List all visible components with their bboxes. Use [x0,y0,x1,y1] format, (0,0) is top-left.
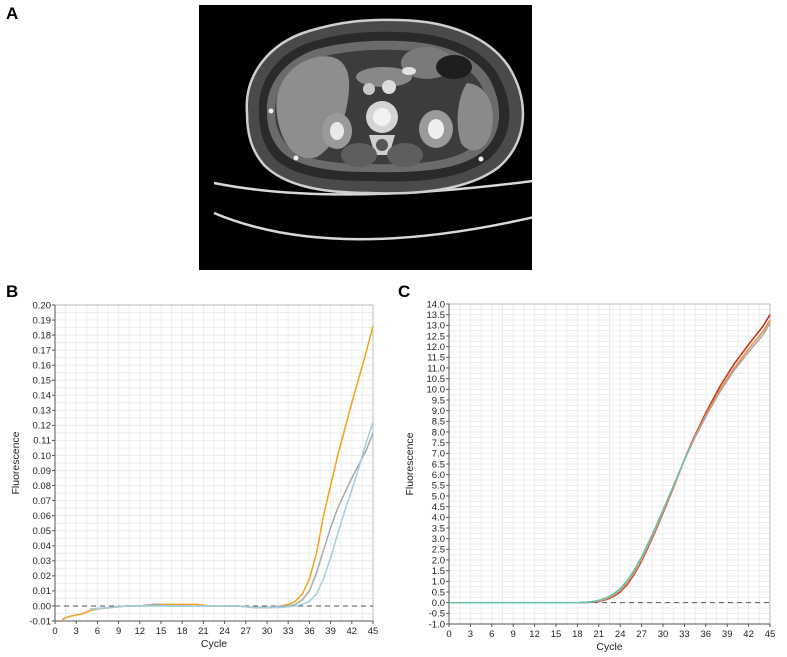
chart-c-y-tick-label: 6.0 [432,470,445,481]
panel-a-label: A [6,4,19,23]
chart-b-x-tick-label: 0 [52,626,57,637]
chart-b-x-tick-label: 36 [304,626,315,637]
chart-c-y-tick-label: 13.5 [427,310,446,321]
chart-c-y-tick-label: 8.0 [432,427,445,438]
chart-c-y-tick-label: 14.0 [427,299,446,310]
chart-b-y-tick-label: 0.02 [33,571,52,582]
chart-c-y-tick-label: 5.5 [432,481,445,492]
chart-c-x-tick-label: 0 [446,629,451,640]
chart-b-x-tick-label: 18 [177,626,188,637]
chart-b-y-tick-label: 0.10 [33,451,52,462]
chart-b-y-tick-label: 0.07 [33,496,52,507]
chart-b-x-tick-label: 24 [219,626,230,637]
chart-c-y-tick-label: 12.5 [427,331,446,342]
chart-c-y-tick-label: 1.0 [432,577,445,588]
chart-c-y-tick-label: 10.5 [427,374,446,385]
chart-c-y-tick-label: 13.0 [427,321,446,332]
chart-b-y-tick-label: 0.20 [33,300,52,311]
panel-c-label: C [398,282,411,301]
chart-c-x-tick-label: 3 [468,629,473,640]
chart-b-x-axis-label: Cycle [201,638,227,650]
chart-b-y-tick-label: 0.13 [33,406,52,417]
chart-b-x-tick-label: 42 [347,626,358,637]
chart-c-x-tick-label: 30 [658,629,669,640]
chart-b-x-tick-label: 12 [135,626,146,637]
chart-c-x-tick-label: 24 [615,629,626,640]
chart-c-y-tick-label: -1.0 [429,619,445,630]
chart-c-y-tick-label: 10.0 [427,385,446,396]
chart-b-x-tick-label: 27 [241,626,252,637]
chart-b-y-tick-label: 0.17 [33,345,52,356]
chart-b-x-tick-label: 30 [262,626,273,637]
chart-c-x-tick-label: 12 [529,629,540,640]
chart-c-y-tick-label: 9.0 [432,406,445,417]
chart-b-y-tick-label: 0.06 [33,511,52,522]
chart-c-y-axis-label: Fluorescence [404,432,416,495]
chart-c-x-axis-label: Cycle [596,641,622,653]
ct-scan-image [199,5,532,270]
chart-c-y-tick-label: 11.5 [427,353,445,364]
chart-c-x-tick-label: 45 [765,629,776,640]
chart-c-y-tick-label: 11.0 [427,363,445,374]
chart-c-x-tick-label: 6 [489,629,494,640]
chart-c-y-tick-label: 12.0 [427,342,446,353]
chart-c-x-tick-label: 21 [594,629,605,640]
chart-b-x-tick-label: 45 [368,626,379,637]
chart-c-x-tick-label: 33 [679,629,690,640]
chart-b-x-tick-label: 33 [283,626,294,637]
chart-c-x-tick-label: 39 [722,629,733,640]
chart-b-y-tick-label: 0.16 [33,360,52,371]
chart-b-y-tick-label: 0.19 [33,315,52,326]
chart-b-x-tick-label: 15 [156,626,167,637]
chart-c-x-tick-label: 27 [636,629,647,640]
chart-b-y-tick-label: 0.03 [33,556,52,567]
chart-b-y-tick-label: 0.14 [33,391,52,402]
chart-b-y-tick-label: 0.12 [33,421,52,432]
chart-c-y-tick-label: 6.5 [432,459,445,470]
chart-b-x-tick-label: 39 [325,626,336,637]
chart-c-y-tick-label: 8.5 [432,417,445,428]
chart-b-y-tick-label: 0.15 [33,376,52,387]
chart-c-y-tick-label: 4.5 [432,502,445,513]
panel-b-label: B [6,282,19,301]
chart-c-y-tick-label: 1.5 [432,566,445,577]
chart-c-y-tick-label: 2.0 [432,555,445,566]
chart-b-y-tick-label: 0.08 [33,481,52,492]
chart-b-y-tick-label: 0.11 [33,436,51,447]
chart-b-y-tick-label: -0.01 [29,616,51,627]
chart-c-x-tick-label: 42 [743,629,754,640]
chart-c-y-tick-label: 3.0 [432,534,445,545]
chart-c-x-tick-label: 36 [701,629,712,640]
chart-c-x-tick-label: 15 [551,629,562,640]
chart-c-y-tick-label: 0.0 [432,598,445,609]
chart-b-y-axis-label: Fluorescence [10,431,22,494]
chart-b-y-tick-label: 0.00 [33,601,52,612]
chart-c-y-tick-label: 0.5 [432,587,445,598]
chart-b-grid [54,304,374,622]
chart-b-x-tick-label: 21 [198,626,209,637]
chart-c-y-tick-label: 9.5 [432,395,445,406]
chart-b-x-tick-label: 3 [74,626,79,637]
chart-b-y-tick-label: 0.05 [33,526,52,537]
chart-c-y-tick-label: 7.0 [432,449,445,460]
chart-b-y-tick-label: 0.18 [33,330,52,341]
chart-b-y-tick-label: 0.01 [33,586,52,597]
chart-c-series-line-4 [449,444,693,604]
chart-c-y-tick-label: 7.5 [432,438,445,449]
chart-b-x-tick-label: 9 [116,626,121,637]
chart-b-y-tick-label: 0.09 [33,466,52,477]
chart-b-x-tick-label: 6 [95,626,100,637]
chart-c-y-tick-label: 3.5 [432,523,445,534]
chart-b-series-line-3 [90,422,374,610]
chart-c-y-tick-label: 5.0 [432,491,445,502]
chart-c-x-tick-label: 18 [572,629,583,640]
chart-c-grid [448,303,771,625]
chart-b-y-tick-label: 0.04 [33,541,52,552]
chart-c-y-tick-label: -0.5 [429,609,445,620]
chart-c-y-tick-label: 4.0 [432,513,445,524]
chart-c-y-tick-label: 2.5 [432,545,445,556]
chart-c-x-tick-label: 9 [511,629,516,640]
